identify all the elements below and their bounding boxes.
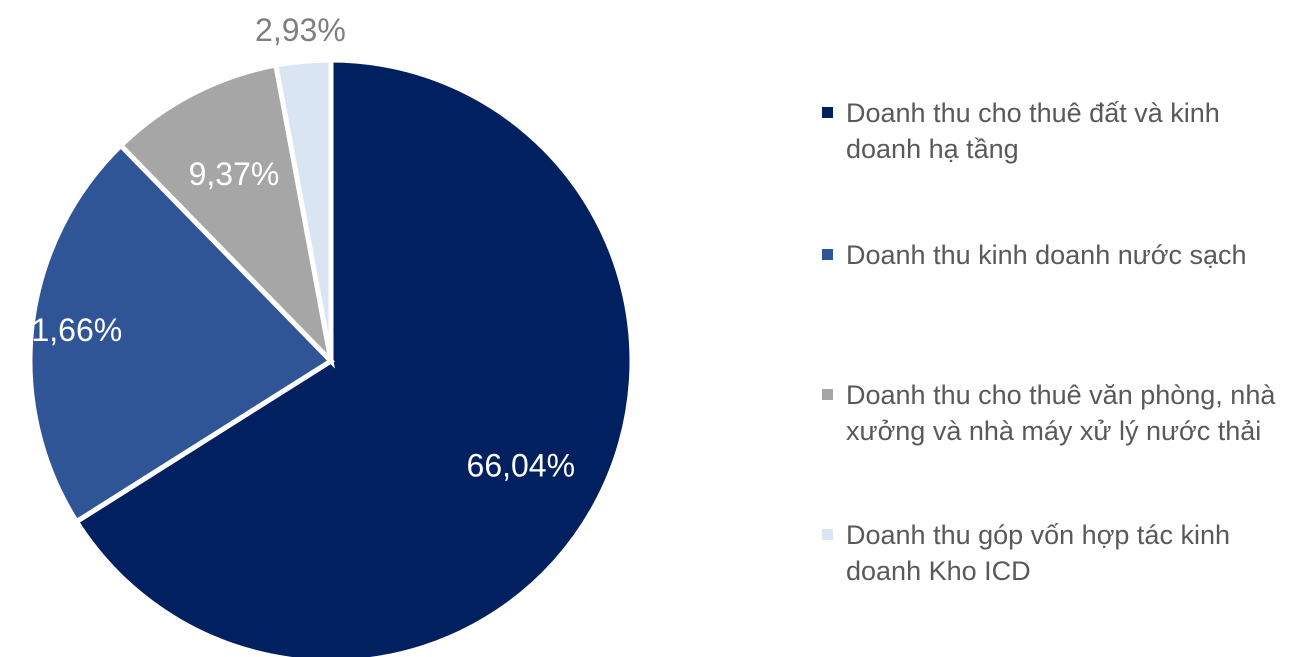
legend-swatch-clean-water (822, 249, 833, 260)
legend-label-clean-water: Doanh thu kinh doanh nước sạch (846, 240, 1247, 270)
legend-label-land-lease: Doanh thu cho thuê đất và kinh doanh hạ … (846, 98, 1220, 164)
data-label-land-lease: 66,04% (467, 448, 576, 484)
pie-data-labels: 66,04% 21,66% 9,37% 2,93% (14, 12, 575, 484)
legend-item-icd-warehouse: Doanh thu góp vốn hợp tác kinh doanh Kho… (822, 517, 1292, 589)
legend-swatch-icd-warehouse (822, 529, 833, 540)
legend-label-icd-warehouse: Doanh thu góp vốn hợp tác kinh doanh Kho… (846, 520, 1230, 586)
data-label-office-factory: 9,37% (189, 156, 280, 192)
pie-slices (27, 57, 635, 657)
data-label-clean-water: 21,66% (14, 312, 123, 348)
legend-item-office-factory: Doanh thu cho thuê văn phòng, nhà xưởng … (822, 377, 1292, 449)
data-label-icd-warehouse: 2,93% (255, 12, 346, 48)
legend-swatch-land-lease (822, 107, 833, 118)
pie-slice-icd-warehouse (272, 57, 334, 362)
pie-slice-office-factory (117, 62, 335, 369)
pie-slice-clean-water (27, 141, 335, 526)
legend-item-clean-water: Doanh thu kinh doanh nước sạch (822, 237, 1292, 273)
legend-label-office-factory: Doanh thu cho thuê văn phòng, nhà xưởng … (846, 380, 1276, 446)
pie-slice-land-lease (72, 57, 635, 657)
legend-swatch-office-factory (822, 389, 833, 400)
legend-item-land-lease: Doanh thu cho thuê đất và kinh doanh hạ … (822, 95, 1292, 167)
